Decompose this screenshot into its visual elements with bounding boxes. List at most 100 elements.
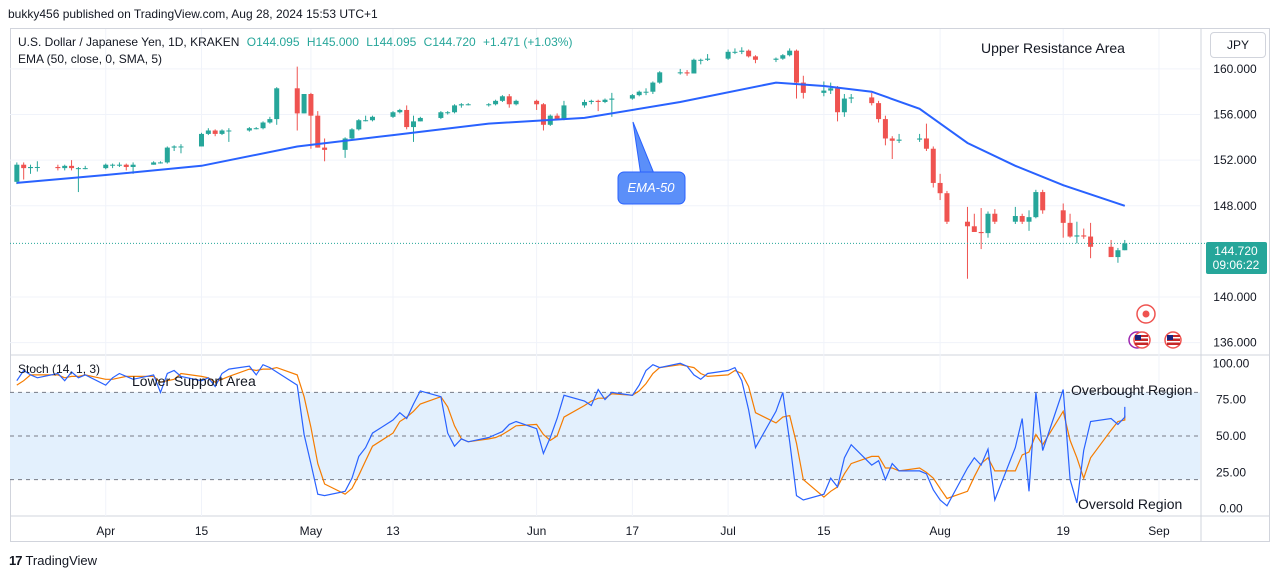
candle <box>445 111 451 115</box>
candle-body <box>301 94 307 114</box>
candle <box>411 115 417 142</box>
candles <box>14 47 1128 279</box>
candle-body <box>103 164 109 169</box>
candle-body <box>493 100 499 105</box>
candle-body <box>62 165 68 169</box>
event-marker-icon[interactable] <box>1136 304 1156 324</box>
candle-body <box>212 130 218 134</box>
candle <box>499 95 505 102</box>
candle-body <box>506 96 512 105</box>
candle-body <box>698 59 704 61</box>
candle <box>705 54 711 61</box>
candle-body <box>116 164 122 166</box>
candle <box>1012 206 1018 224</box>
candle <box>260 121 266 130</box>
candle <box>301 94 307 114</box>
candle <box>746 49 752 58</box>
ema-callout-label: EMA-50 <box>628 180 676 195</box>
candle-body <box>691 59 697 74</box>
candle-body <box>349 129 355 139</box>
candle <box>21 162 27 180</box>
candle-body <box>650 82 656 92</box>
x-tick-label: 13 <box>386 524 400 538</box>
candle-body <box>363 120 369 122</box>
stoch-tick-label: 0.00 <box>1219 502 1243 516</box>
price-tag-value: 144.720 <box>1214 244 1258 258</box>
candle <box>602 98 608 104</box>
candle <box>889 136 895 159</box>
candle-body <box>889 138 895 141</box>
price-axis: 160.000 156.000 152.000 148.000 140.000 136.0… <box>1213 62 1257 350</box>
candle <box>828 82 834 94</box>
candle-body <box>486 104 492 106</box>
candle <box>561 100 567 121</box>
candle <box>787 48 793 57</box>
candle <box>595 99 601 112</box>
candle-body <box>315 115 321 148</box>
footer-brand[interactable]: 17 TradingView <box>9 553 97 568</box>
legend-symbol-name: U.S. Dollar / Japanese Yen, 1D, KRAKEN <box>18 35 239 49</box>
tradingview-logo-icon: 17 <box>9 553 23 568</box>
candle <box>14 162 20 185</box>
candle-body <box>404 109 410 128</box>
us-flag-event-icon[interactable] <box>1128 331 1151 349</box>
candle-body <box>82 168 88 170</box>
candle-body <box>1019 216 1025 222</box>
candle-body <box>69 165 75 169</box>
candle-body <box>636 91 642 96</box>
candle <box>1074 221 1080 244</box>
candle <box>28 164 34 174</box>
candle <box>226 128 232 142</box>
candle-body <box>14 164 20 182</box>
candle <box>308 92 314 149</box>
candle <box>390 111 396 118</box>
candle-body <box>342 138 348 150</box>
candle <box>636 90 642 97</box>
candle <box>773 57 779 63</box>
candle-body <box>1067 222 1073 237</box>
candle <box>752 55 758 64</box>
candle-body <box>985 213 991 234</box>
candle <box>1060 203 1066 238</box>
candle <box>164 146 170 164</box>
x-tick-label: Jul <box>720 524 735 538</box>
stoch-tick-label: 100.00 <box>1213 356 1250 370</box>
candle-body <box>643 91 649 93</box>
x-tick-label: 15 <box>817 524 831 538</box>
currency-button[interactable]: JPY <box>1210 32 1266 58</box>
candle <box>452 104 458 114</box>
candle <box>821 81 827 97</box>
ema-callout-pointer <box>632 121 656 177</box>
candle <box>643 88 649 96</box>
candle-body <box>356 120 362 130</box>
candle <box>55 164 61 171</box>
candle-body <box>445 112 451 114</box>
candle <box>677 68 683 75</box>
candle <box>971 213 977 232</box>
candle <box>917 133 923 142</box>
candle-body <box>930 148 936 183</box>
ema-line <box>16 81 1126 207</box>
publish-header: bukky456 published on TradingView.com, A… <box>8 7 378 21</box>
candle <box>1088 222 1094 259</box>
candle <box>171 145 177 152</box>
candle-body <box>964 221 970 227</box>
candle <box>110 163 116 169</box>
candle <box>698 58 704 65</box>
candle <box>62 164 68 171</box>
us-flag-event-icon[interactable] <box>1164 331 1182 349</box>
oversold-label: Oversold Region <box>1078 496 1182 512</box>
candle-body <box>534 100 540 105</box>
candle-body <box>773 58 779 60</box>
candle-body <box>602 99 608 102</box>
candle-body <box>198 133 204 147</box>
candle-body <box>1033 192 1039 218</box>
x-tick-label: Aug <box>929 524 950 538</box>
candle-body <box>157 162 163 164</box>
price-tag-countdown: 09:06:22 <box>1213 258 1260 272</box>
candle <box>1115 247 1121 263</box>
x-tick-label: 17 <box>626 524 640 538</box>
candle-body <box>452 105 458 113</box>
candle <box>684 70 690 76</box>
